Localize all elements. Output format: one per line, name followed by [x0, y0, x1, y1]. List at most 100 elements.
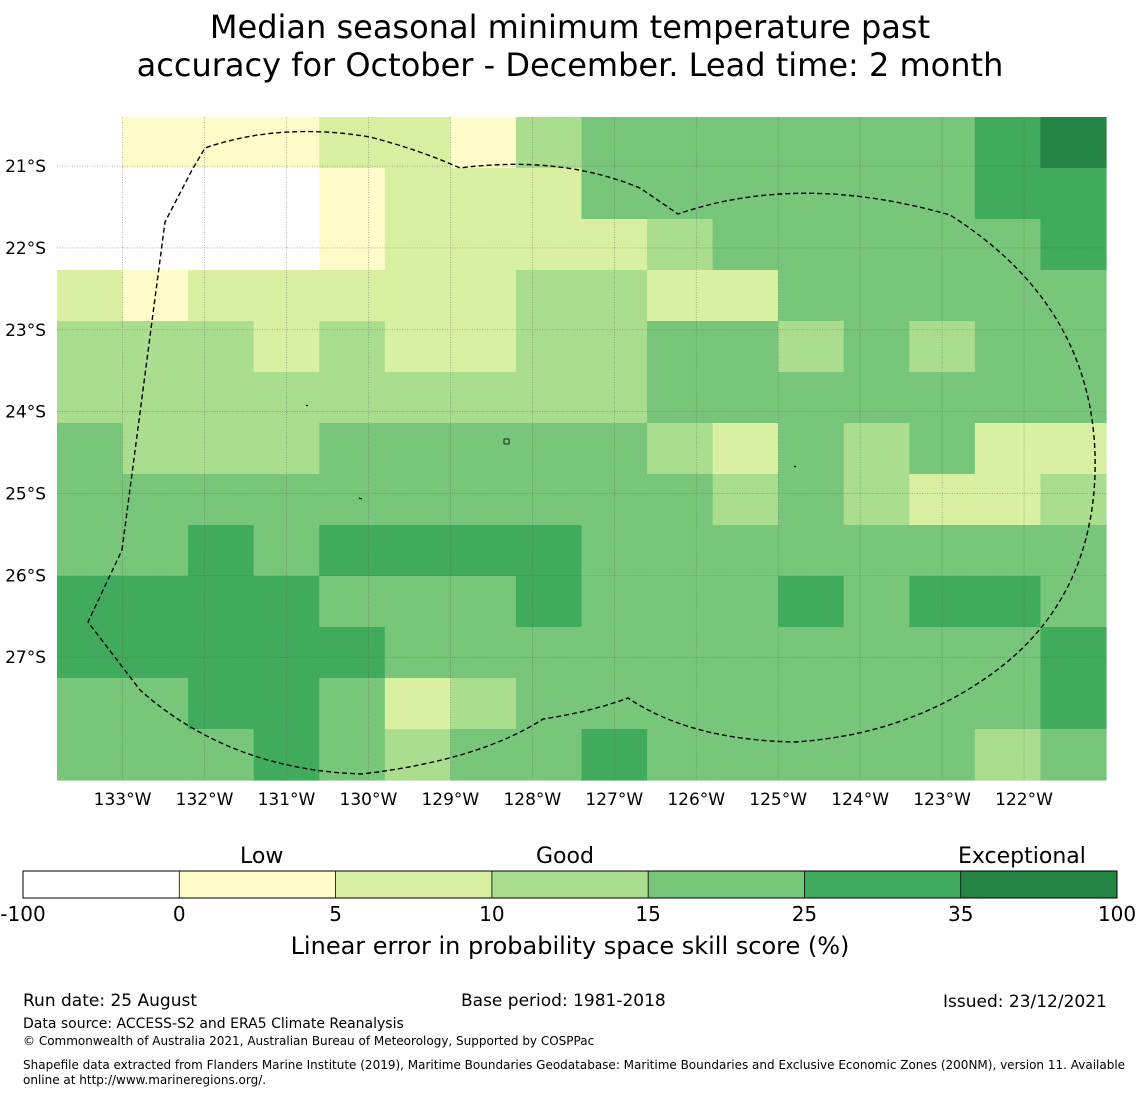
copyright: © Commonwealth of Australia 2021, Austra… [23, 1034, 595, 1048]
grid-cell [57, 729, 124, 781]
grid-cell [57, 525, 124, 577]
grid-cell [188, 372, 255, 424]
grid-cell [712, 729, 779, 781]
grid-cell [712, 525, 779, 577]
grid-cell [712, 321, 779, 373]
grid-cell [647, 678, 714, 730]
grid-cell [647, 474, 714, 526]
grid-cell [253, 168, 320, 220]
grid-cell [384, 729, 451, 781]
grid-cell [778, 678, 845, 730]
grid-cell [450, 372, 517, 424]
grid-cell [515, 576, 583, 628]
grid-cell [1040, 321, 1107, 373]
grid-cell [57, 423, 124, 475]
grid-cell [253, 423, 320, 475]
grid-cell [909, 168, 976, 220]
grid-cell [122, 576, 189, 628]
grid-cell [778, 576, 845, 628]
grid-cell [581, 678, 648, 730]
colorbar-tick-label: 0 [173, 902, 186, 926]
grid-cell [647, 168, 714, 220]
longitude-label: 122°W [995, 790, 1053, 810]
grid-cell [188, 576, 255, 628]
grid-cell [974, 729, 1042, 781]
colorbar-ticks: -100 0 5 10 15 25 35 100 [0, 871, 1136, 926]
grid-cell [843, 168, 910, 220]
grid-cell [319, 627, 386, 679]
latitude-label: 21°S [5, 157, 46, 177]
grid-cell [515, 474, 583, 526]
grid-cell [1040, 525, 1107, 577]
grid-cell [253, 117, 320, 169]
grid-cell [843, 117, 910, 169]
grid-cell [188, 117, 255, 169]
grid-cell [1040, 270, 1107, 322]
grid-cell [384, 168, 451, 220]
grid-cell [319, 423, 386, 475]
grid-cell [974, 627, 1042, 679]
longitude-label: 131°W [258, 790, 316, 810]
grid-cell [384, 117, 451, 169]
shapefile-credit-line-1: Shapefile data extracted from Flanders M… [23, 1058, 1126, 1072]
grid-cell [253, 525, 320, 577]
island-outline [503, 438, 510, 445]
grid-cell [843, 219, 910, 271]
grid-cell [515, 321, 583, 373]
grid-cell [647, 525, 714, 577]
grid-cell [843, 474, 910, 526]
grid-cell [188, 627, 255, 679]
latitude-label: 23°S [5, 321, 46, 341]
grid-cell [57, 627, 124, 679]
colorbar-swatches [23, 871, 1118, 898]
longitude-label: 130°W [340, 790, 398, 810]
shapefile-credit-line-2: online at http://www.marineregions.org/. [23, 1073, 267, 1087]
grid-cell [319, 270, 386, 322]
grid-cell [515, 423, 583, 475]
grid-cell [515, 729, 583, 781]
category-low: Low [240, 844, 284, 869]
grid-cell [450, 168, 517, 220]
grid-cell [319, 525, 386, 577]
grid-cell [253, 270, 320, 322]
longitude-labels: 133°W 132°W 131°W 130°W 129°W 128°W 127°W 126°W… [94, 790, 1053, 810]
grid-cell [384, 423, 451, 475]
grid-cell [647, 219, 714, 271]
grid-cell [384, 219, 451, 271]
grid-cell [515, 525, 583, 577]
grid-cell [450, 423, 517, 475]
grid-cell [188, 168, 255, 220]
grid-cell [450, 117, 517, 169]
grid-cell [974, 576, 1042, 628]
grid-cell [581, 423, 648, 475]
grid-cell [778, 321, 845, 373]
grid-cell [712, 678, 779, 730]
grid-cell [319, 372, 386, 424]
grid-cell [974, 321, 1042, 373]
grid-cell [712, 270, 779, 322]
grid-cell [515, 678, 583, 730]
grid-cell [188, 474, 255, 526]
grid-cell [974, 219, 1042, 271]
grid-cell [778, 219, 845, 271]
grid-cell [188, 729, 255, 781]
grid-cell [974, 474, 1042, 526]
colorbar: -100 0 5 10 15 25 35 100 [0, 870, 1136, 926]
grid-cell [122, 321, 189, 373]
grid-cell [122, 678, 189, 730]
islet-2 [358, 497, 363, 500]
longitude-label: 126°W [667, 790, 725, 810]
longitude-label: 124°W [831, 790, 889, 810]
colorbar-tick-label: 15 [635, 902, 660, 926]
grid-cell [515, 219, 583, 271]
longitude-label: 127°W [585, 790, 643, 810]
grid-cell [188, 219, 255, 271]
category-exceptional: Exceptional [958, 844, 1086, 869]
eez-boundary [87, 130, 1096, 775]
colorbar-swatch [335, 871, 493, 898]
grid-cell [319, 117, 386, 169]
grid-cell [450, 627, 517, 679]
grid-cell [319, 219, 386, 271]
grid-cell [253, 729, 320, 781]
grid-cell [647, 372, 714, 424]
